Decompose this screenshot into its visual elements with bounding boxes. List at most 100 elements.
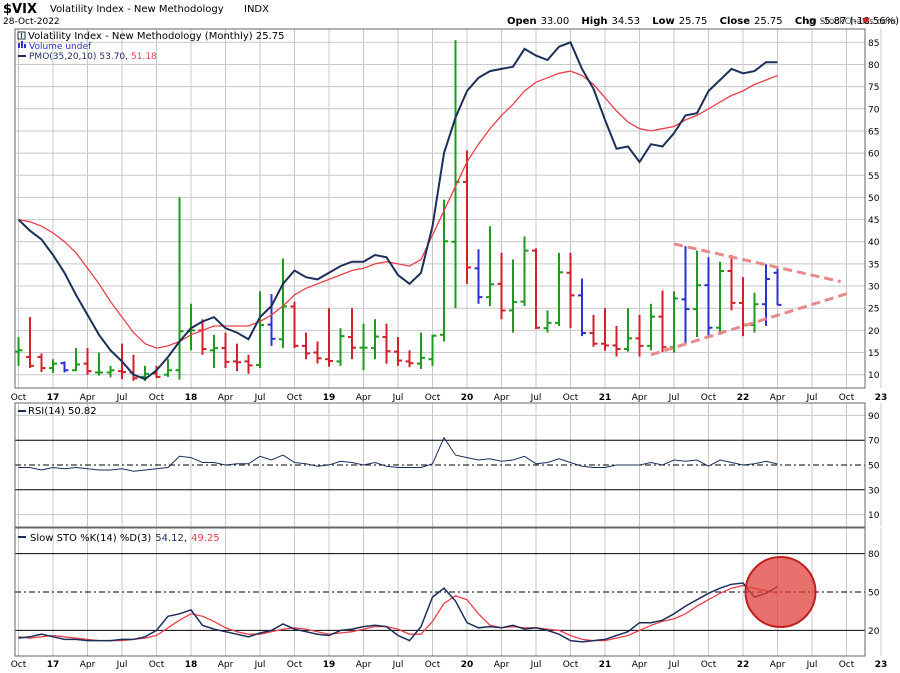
x-axis-label: Jul [668, 660, 680, 670]
ohlc-bar [244, 354, 253, 374]
sto-legend: Slow STO %K(14) %D(3) 54.12, 49.25 [18, 533, 220, 544]
x-axis-label: Apr [218, 393, 234, 403]
ohlc-bar [543, 310, 552, 333]
x-axis-label: 22 [737, 660, 750, 670]
chg-down-arrow-icon [862, 18, 870, 24]
price-panel [14, 40, 851, 381]
sto-tick-label: 80 [868, 550, 880, 560]
price-legend-label: Volatility Index - New Methodology (Mont… [28, 31, 284, 42]
axis-layer: 10 15 20 25 30 35 40 45 50 55 60 65 70 75 80 85 10 30 50 70… [11, 39, 888, 670]
x-axis-label: Apr [770, 660, 786, 670]
ohlc-bar [348, 308, 356, 360]
x-axis-label: Jul [806, 393, 818, 403]
ohlc-bar [681, 246, 690, 346]
ohlc-bar [26, 317, 34, 369]
x-axis-label: Jul [392, 660, 404, 670]
rsi-panel [18, 436, 778, 472]
price-tick-label: 25 [868, 305, 879, 315]
ohlc-bar [417, 332, 425, 369]
ohlc-bar [290, 301, 299, 349]
x-axis-label: Oct [149, 393, 165, 403]
rsi-tick-label: 10 [868, 511, 880, 521]
x-axis-label: Oct [11, 393, 27, 403]
ohlc-bar [509, 259, 517, 333]
rsi-legend-label: RSI(14) 50.82 [28, 406, 97, 417]
sto-tick-label: 20 [868, 627, 880, 637]
ohlc-bar [520, 236, 529, 307]
ohlc-bar [566, 252, 575, 329]
ohlc-bar [233, 343, 241, 372]
rsi-tick-label: 50 [868, 462, 880, 472]
ohlc-bar [486, 226, 494, 307]
rsi-tick-label: 30 [868, 486, 880, 496]
ohlc-bar [647, 303, 655, 351]
x-axis-label: Oct [701, 660, 717, 670]
x-axis-label: Jul [668, 393, 680, 403]
sto-panel-frame [14, 527, 866, 657]
ohlc-bar [727, 255, 736, 311]
chart-date: 28-Oct-2022 [3, 17, 60, 27]
ohlc-bar [382, 323, 391, 364]
triangle-upper-line [673, 242, 842, 284]
ohlc-readout: Open 33.00 High 34.53 Low 25.75 Close 25.75 … [507, 16, 899, 27]
x-axis-label: Jul [530, 660, 542, 670]
grid-layer [15, 29, 882, 656]
ohlc-bar [359, 323, 368, 371]
price-tick-label: 80 [868, 61, 880, 71]
triangle-lower-line [650, 291, 851, 357]
ohlc-bar [129, 354, 138, 381]
x-axis-label: Apr [356, 660, 372, 670]
x-axis-label: 22 [737, 393, 750, 403]
ohlc-bar [313, 341, 322, 364]
x-axis-label: Oct [563, 660, 579, 670]
x-axis-label: Oct [839, 660, 855, 670]
ohlc-bar [762, 264, 770, 326]
ohlc-bar [451, 40, 460, 309]
sto-legend-label: Slow STO %K(14) %D(3) 54.12, 49.25 [30, 533, 220, 544]
ohlc-bar [267, 294, 276, 346]
x-axis-label: Oct [149, 660, 165, 670]
x-axis-label: Jul [116, 393, 128, 403]
price-tick-label: 65 [868, 127, 879, 137]
x-axis-label: Oct [425, 660, 441, 670]
price-tick-label: 20 [868, 327, 880, 337]
x-axis-label: 18 [185, 393, 198, 403]
ohlc-bar [589, 314, 598, 347]
pmo-signal-line [18, 70, 778, 349]
ohlc-bar [532, 248, 540, 330]
price-tick-label: 30 [868, 283, 880, 293]
ohlc-bar [371, 319, 379, 360]
price-tick-label: 15 [868, 349, 879, 359]
sto-d-line [18, 584, 778, 642]
x-axis-label: Oct [563, 393, 579, 403]
highlight-circle [744, 556, 817, 628]
x-axis-label: Apr [632, 393, 648, 403]
ohlc-bar [279, 258, 287, 349]
x-axis-label: Jul [116, 660, 128, 670]
ohlc-bar [325, 308, 333, 367]
x-axis-label: Apr [80, 660, 96, 670]
x-axis-label: 18 [185, 660, 198, 670]
x-axis-label: 20 [461, 660, 474, 670]
x-axis-label: Jul [392, 393, 404, 403]
volume-icon [18, 41, 26, 48]
x-axis-label: 23 [875, 393, 888, 403]
x-axis-label: 17 [47, 660, 60, 670]
ohlc-bar [164, 359, 172, 377]
ohlc-bar [37, 353, 46, 373]
x-axis-label: Jul [254, 660, 266, 670]
ohlc-bar [463, 150, 471, 284]
x-axis-label: 17 [47, 393, 60, 403]
ohlc-bar [198, 319, 207, 355]
x-axis-label: Apr [494, 393, 510, 403]
rsi-panel-frame [14, 402, 866, 528]
ohlc-bar [578, 278, 586, 337]
price-tick-label: 55 [868, 172, 879, 182]
price-panel-frame [14, 28, 866, 389]
price-tick-label: 45 [868, 216, 879, 226]
ohlc-bar [428, 334, 437, 366]
sto-k-line [18, 582, 778, 643]
x-axis-label: Oct [839, 393, 855, 403]
x-axis-label: Apr [770, 393, 786, 403]
